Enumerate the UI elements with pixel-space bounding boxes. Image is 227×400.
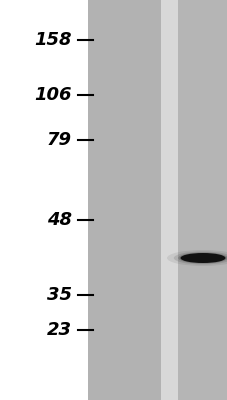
Text: 79: 79 bbox=[47, 131, 72, 149]
Text: 23: 23 bbox=[47, 321, 72, 339]
Ellipse shape bbox=[166, 250, 227, 266]
Ellipse shape bbox=[178, 252, 227, 264]
Text: 158: 158 bbox=[34, 31, 72, 49]
Bar bbox=[88, 0, 160, 400]
Bar bbox=[160, 0, 177, 400]
Ellipse shape bbox=[173, 252, 227, 264]
Text: 35: 35 bbox=[47, 286, 72, 304]
Ellipse shape bbox=[180, 253, 225, 263]
Text: 106: 106 bbox=[34, 86, 72, 104]
Text: 48: 48 bbox=[47, 211, 72, 229]
Bar bbox=[177, 0, 227, 400]
